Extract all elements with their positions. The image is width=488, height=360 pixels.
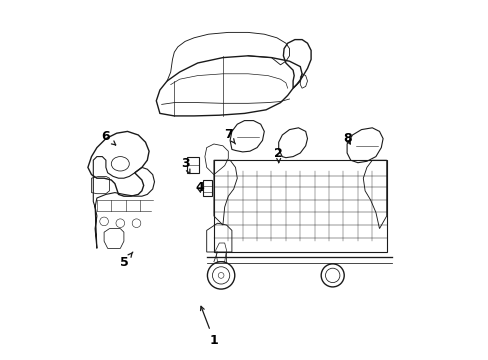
Text: 7: 7 [224,129,235,144]
Text: 1: 1 [200,306,218,347]
Text: 6: 6 [102,130,116,145]
Text: 5: 5 [119,252,133,269]
Text: 4: 4 [195,181,203,194]
Bar [213,160,386,252]
Text: 8: 8 [342,132,351,145]
Text: 3: 3 [181,157,189,174]
Text: 2: 2 [274,147,283,163]
